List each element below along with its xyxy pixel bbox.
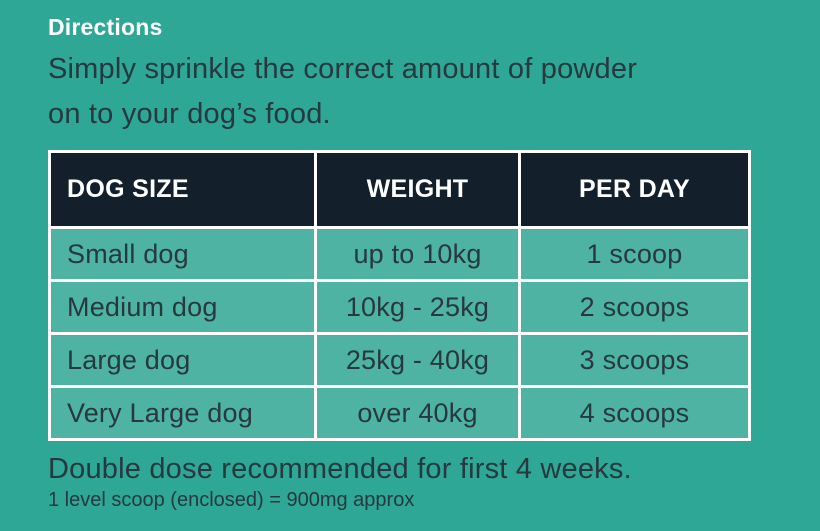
table-row-small-dog: Small dog up to 10kg 1 scoop: [48, 226, 751, 282]
column-header-dog-size: DOG SIZE: [48, 150, 317, 229]
column-header-per-day: PER DAY: [518, 150, 751, 229]
weight-cell: over 40kg: [314, 385, 521, 441]
dosage-table-header-row: DOG SIZE WEIGHT PER DAY: [48, 150, 751, 229]
scoop-size-note: 1 level scoop (enclosed) = 900mg approx: [48, 489, 415, 511]
label-content: Directions Simply sprinkle the correct a…: [48, 14, 780, 511]
per-day-cell: 3 scoops: [518, 332, 751, 388]
double-dose-note: Double dose recommended for first 4 week…: [48, 453, 632, 485]
weight-cell: 10kg - 25kg: [314, 279, 521, 335]
section-title: Directions: [48, 14, 163, 40]
dog-size-cell: Medium dog: [48, 279, 317, 335]
weight-cell: 25kg - 40kg: [314, 332, 521, 388]
directions-description: Simply sprinkle the correct amount of po…: [48, 47, 780, 137]
dog-size-cell: Very Large dog: [48, 385, 317, 441]
table-row-large-dog: Large dog 25kg - 40kg 3 scoops: [48, 332, 751, 388]
directions-description-line1: Simply sprinkle the correct amount of po…: [48, 53, 638, 85]
per-day-cell: 4 scoops: [518, 385, 751, 441]
column-header-weight: WEIGHT: [314, 150, 521, 229]
table-row-very-large-dog: Very Large dog over 40kg 4 scoops: [48, 385, 751, 441]
dog-size-cell: Small dog: [48, 226, 317, 282]
per-day-cell: 2 scoops: [518, 279, 751, 335]
weight-cell: up to 10kg: [314, 226, 521, 282]
dosage-table: DOG SIZE WEIGHT PER DAY Small dog up to …: [48, 150, 751, 441]
table-row-medium-dog: Medium dog 10kg - 25kg 2 scoops: [48, 279, 751, 335]
per-day-cell: 1 scoop: [518, 226, 751, 282]
dog-size-cell: Large dog: [48, 332, 317, 388]
directions-description-line2: on to your dog’s food.: [48, 98, 331, 130]
